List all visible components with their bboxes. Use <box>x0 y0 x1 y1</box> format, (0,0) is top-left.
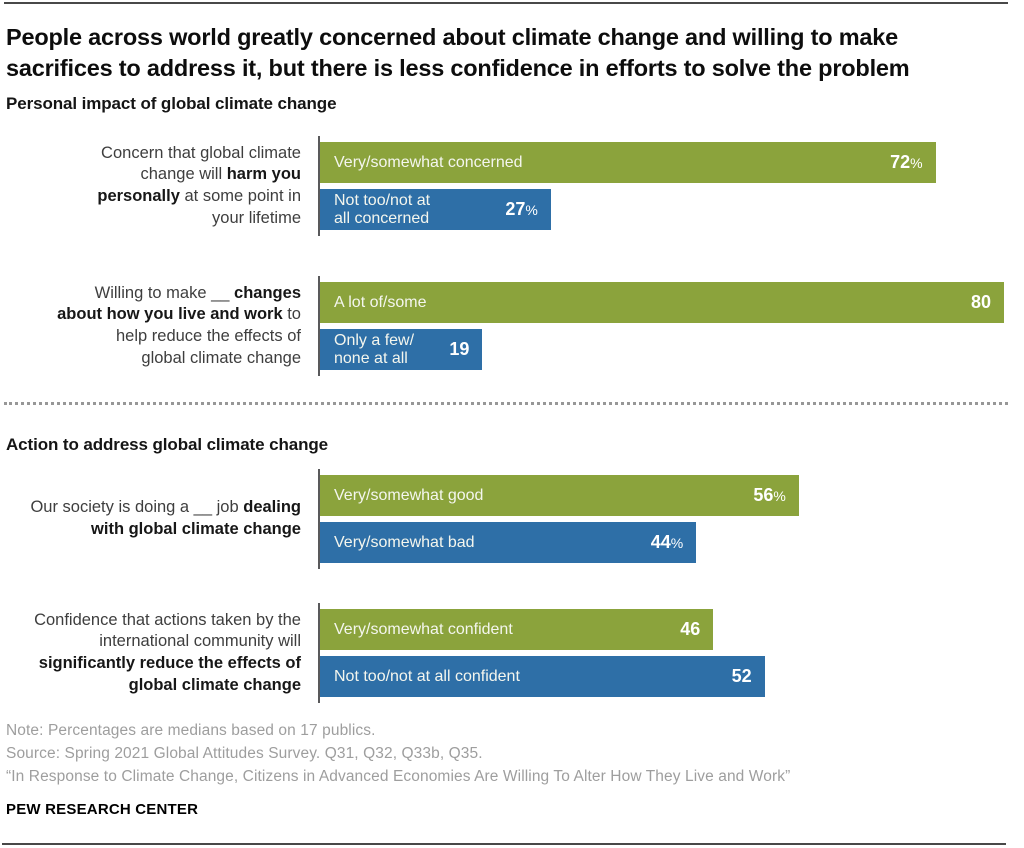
bar-value: 44% <box>650 532 684 553</box>
footer-source: Source: Spring 2021 Global Attitudes Sur… <box>6 745 483 763</box>
bar-label: A lot of/some <box>334 293 427 311</box>
chart-section: Action to address global climate change O… <box>6 435 1010 704</box>
green-bar: A lot of/some 80 <box>320 282 1004 324</box>
top-rule <box>4 2 1008 4</box>
footer-note: Note: Percentages are medians based on 1… <box>6 722 376 740</box>
bar-label: Not too/not at all concerned <box>334 191 431 227</box>
question-label: Confidence that actions taken by the int… <box>34 610 301 694</box>
bar-value: 19 <box>449 339 470 360</box>
bar-group: A lot of/some 80 Only a few/ none at all 19 <box>318 276 1004 377</box>
footer-report-title: “In Response to Climate Change, Citizens… <box>6 768 791 786</box>
bar-label: Very/somewhat good <box>334 486 484 504</box>
bottom-rule <box>2 843 1006 845</box>
bar-group: Very/somewhat confident 46 Not too/not at … <box>318 603 1004 704</box>
green-bar: Very/somewhat concerned 72% <box>320 142 936 184</box>
section-divider <box>4 402 1008 406</box>
question-label: Willing to make __ changes about how you… <box>57 283 301 367</box>
bar-value: 80 <box>970 292 991 313</box>
bar-label: Not too/not at all confident <box>334 667 520 685</box>
footer: Note: Percentages are medians based on 1… <box>6 719 1010 818</box>
page-title: People across world greatly concerned ab… <box>6 24 910 82</box>
bar-label: Very/somewhat concerned <box>334 153 523 171</box>
bar-value: 72% <box>890 152 923 173</box>
brand-pew-research-center: PEW RESEARCH CENTER <box>6 801 199 819</box>
blue-bar: Not too/not at all concerned 27% <box>320 189 551 231</box>
bar-label: Very/somewhat confident <box>334 620 513 638</box>
question-row: Willing to make __ changes about how you… <box>6 276 1010 377</box>
question-row: Concern that global climate change will … <box>6 136 1010 237</box>
bar-value: 52 <box>731 666 752 687</box>
bar-group: Very/somewhat concerned 72% Not too/not at… <box>318 136 1004 237</box>
green-bar: Very/somewhat good 56% <box>320 475 799 517</box>
question-row: Confidence that actions taken by the int… <box>6 603 1010 704</box>
bar-value: 46 <box>680 619 701 640</box>
chart-section: Personal impact of global climate change… <box>6 94 1010 377</box>
green-bar: Very/somewhat confident 46 <box>320 609 714 651</box>
chart-root: Personal impact of global climate change… <box>4 94 1010 704</box>
bar-value: 27% <box>505 199 538 220</box>
section-heading: Personal impact of global climate change <box>6 94 337 114</box>
bar-group: Very/somewhat good 56% Very/somewhat bad 44… <box>318 469 1004 570</box>
bar-value: 56% <box>753 485 786 506</box>
blue-bar: Only a few/ none at all 19 <box>320 329 483 371</box>
section-heading: Action to address global climate change <box>6 435 329 455</box>
blue-bar: Very/somewhat bad 44% <box>320 522 697 564</box>
blue-bar: Not too/not at all confident 52 <box>320 656 765 698</box>
bar-label: Very/somewhat bad <box>334 533 475 551</box>
question-row: Our society is doing a __ job dealing wi… <box>6 469 1010 570</box>
question-label: Our society is doing a __ job dealing wi… <box>30 498 301 539</box>
question-label: Concern that global climate change will … <box>97 143 301 227</box>
bar-label: Only a few/ none at all <box>334 331 415 367</box>
